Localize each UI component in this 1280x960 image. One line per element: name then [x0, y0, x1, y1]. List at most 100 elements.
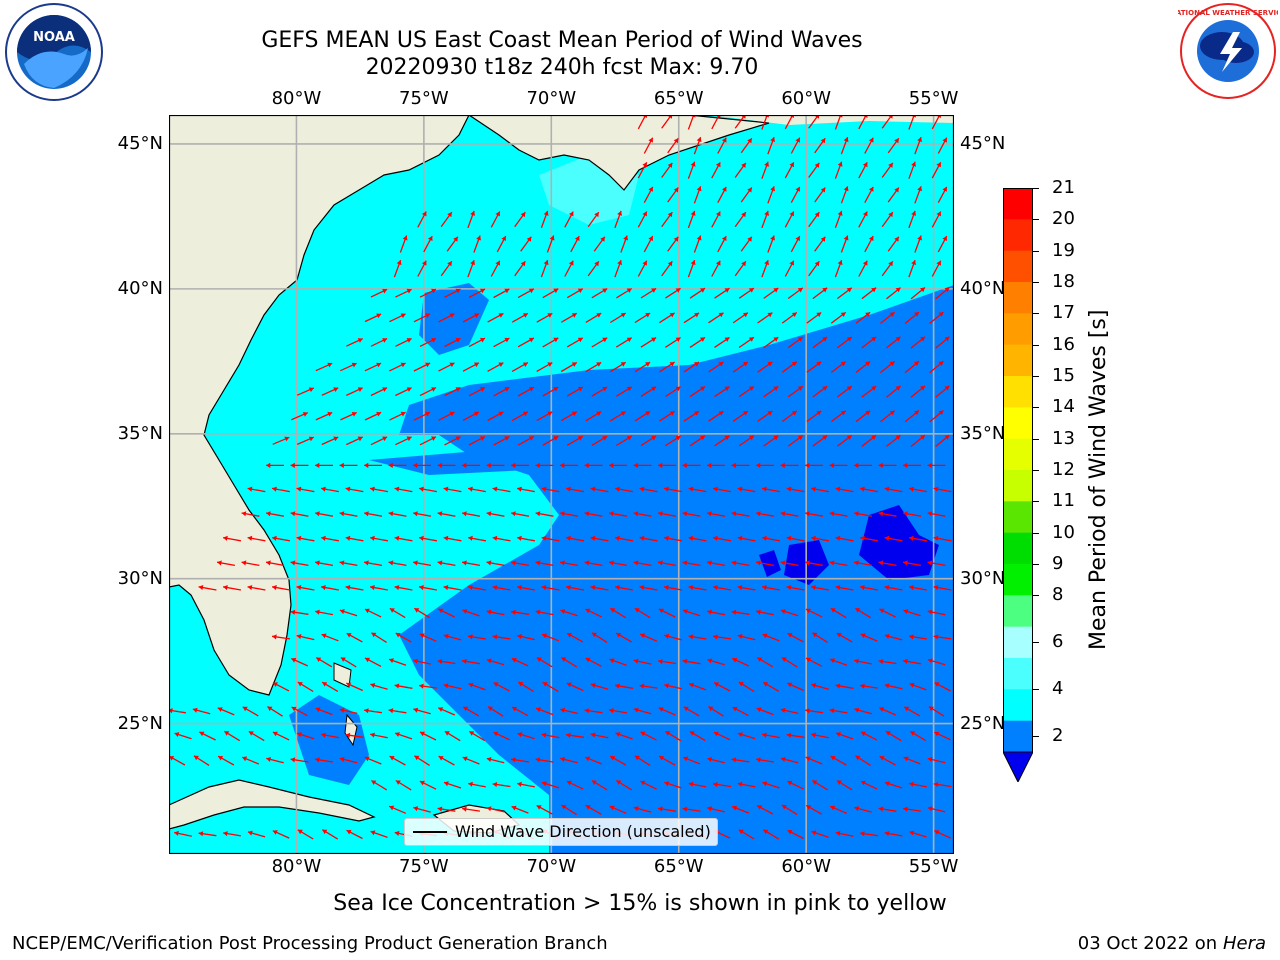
wave-direction-arrowhead	[610, 756, 616, 761]
wave-direction-arrowhead	[805, 608, 811, 614]
wave-direction-arrowhead	[816, 312, 822, 318]
wave-direction-arrowhead	[903, 462, 908, 468]
colorbar-tick-mark	[1033, 407, 1039, 409]
wave-direction-arrowhead	[615, 732, 621, 737]
wave-direction-arrowhead	[609, 805, 615, 811]
wave-direction-arrowhead	[920, 435, 925, 440]
wave-direction-arrowhead	[443, 633, 449, 639]
wave-direction-arrowhead	[871, 287, 877, 293]
wave-direction-arrowhead	[376, 411, 382, 417]
wave-direction-arrowhead	[357, 387, 363, 392]
wave-direction-arrowhead	[895, 386, 901, 391]
wave-direction-arrowhead	[242, 706, 248, 712]
colorbar-under-triangle	[1002, 751, 1034, 784]
wave-direction-arrowhead	[683, 609, 688, 614]
wave-direction-arrowhead	[642, 211, 647, 217]
wave-direction-arrowhead	[903, 609, 909, 614]
wave-direction-arrowhead	[942, 236, 947, 241]
colorbar-tick-mark	[1033, 564, 1039, 565]
wave-direction-arrowhead	[394, 486, 400, 492]
wave-direction-arrowhead	[413, 658, 418, 664]
wave-direction-arrowhead	[297, 682, 303, 687]
wave-direction-arrowhead	[724, 288, 730, 293]
wave-direction-arrowhead	[713, 731, 719, 737]
wave-direction-arrowhead	[420, 731, 425, 737]
wave-direction-arrowhead	[911, 161, 916, 167]
lon-tick-bottom: 55°W	[908, 856, 959, 877]
wave-direction-arrowhead	[315, 707, 321, 713]
colorbar-tick-label: 21	[1052, 177, 1075, 198]
wave-direction-arrowhead	[272, 535, 277, 541]
wave-direction-arrowhead	[773, 337, 779, 342]
wave-direction-arrowhead	[756, 757, 761, 763]
wave-direction-arrowhead	[577, 337, 583, 343]
wave-direction-arrowhead	[486, 757, 492, 762]
wave-direction-arrowhead	[511, 462, 516, 468]
wave-direction-arrowhead	[673, 138, 679, 144]
wave-direction-arrowhead	[518, 682, 524, 687]
wave-direction-arrowhead	[511, 757, 516, 763]
wave-direction-arrowhead	[707, 658, 713, 664]
wave-direction-arrowhead	[266, 560, 271, 566]
map-canvas	[167, 112, 955, 855]
wave-direction-arrowhead	[645, 411, 651, 416]
wave-direction-arrowhead	[560, 609, 566, 614]
wave-direction-arrowhead	[296, 732, 302, 738]
wave-direction-arrowhead	[395, 633, 401, 638]
wave-direction-arrowhead	[855, 755, 861, 761]
wave-direction-arrowhead	[462, 609, 468, 614]
wave-direction-arrowhead	[272, 731, 278, 737]
colorbar	[1002, 188, 1034, 784]
wave-direction-arrowhead	[468, 634, 473, 640]
wave-direction-arrowhead	[639, 535, 645, 541]
wave-direction-arrowhead	[413, 511, 418, 517]
wave-direction-arrowhead	[795, 236, 800, 241]
wave-direction-arrowhead	[315, 462, 320, 468]
wave-direction-arrowhead	[789, 162, 794, 168]
wave-direction-arrowhead	[284, 436, 290, 442]
wave-direction-arrowhead	[218, 756, 224, 761]
wave-direction-arrowhead	[633, 462, 638, 468]
wave-direction-arrowhead	[762, 781, 768, 787]
wave-direction-arrowhead	[888, 162, 893, 168]
wave-direction-arrowhead	[620, 362, 626, 367]
wave-direction-arrowhead	[339, 511, 345, 517]
wave-direction-arrowhead	[871, 386, 877, 391]
wave-direction-arrowhead	[542, 682, 548, 687]
wave-direction-arrowhead	[688, 634, 694, 640]
wave-direction-arrowhead	[835, 535, 841, 541]
wave-direction-arrowhead	[773, 288, 779, 293]
wave-direction-arrowhead	[909, 830, 915, 836]
wave-direction-arrowhead	[830, 658, 835, 664]
wave-direction-arrowhead	[617, 260, 622, 266]
wave-direction-arrowhead	[199, 731, 205, 737]
wave-direction-arrowhead	[168, 708, 173, 714]
wave-direction-arrowhead	[689, 731, 695, 736]
wave-direction-arrowhead	[266, 462, 271, 468]
wave-direction-arrowhead	[789, 211, 794, 217]
wave-direction-arrowhead	[267, 706, 273, 712]
wave-direction-arrowhead	[449, 362, 455, 368]
colorbar-tick-label: 12	[1052, 459, 1075, 480]
wave-direction-arrowhead	[584, 462, 589, 468]
wave-direction-arrowhead	[696, 137, 702, 143]
wave-direction-arrowhead	[667, 162, 673, 168]
colorbar-band	[1003, 720, 1033, 753]
wave-direction-arrowhead	[640, 731, 646, 737]
wave-direction-arrowhead	[934, 731, 940, 737]
colorbar-tick-mark	[1033, 250, 1039, 252]
wave-direction-arrowhead	[927, 462, 932, 468]
wave-direction-arrowhead	[290, 462, 295, 468]
wave-direction-arrowhead	[609, 658, 615, 664]
wave-direction-arrowhead	[526, 236, 532, 242]
wave-direction-arrowhead	[791, 361, 797, 367]
lat-tick-left: 30°N	[117, 567, 163, 589]
wave-direction-arrowhead	[748, 386, 754, 391]
wave-direction-arrowhead	[862, 162, 868, 168]
colorbar-tick-mark	[1033, 689, 1039, 691]
wave-direction-arrowhead	[431, 338, 436, 343]
wave-direction-arrowhead	[174, 830, 179, 836]
wave-direction-arrowhead	[498, 313, 504, 318]
wave-direction-arrowhead	[623, 235, 628, 241]
wave-direction-arrowhead	[480, 436, 485, 441]
